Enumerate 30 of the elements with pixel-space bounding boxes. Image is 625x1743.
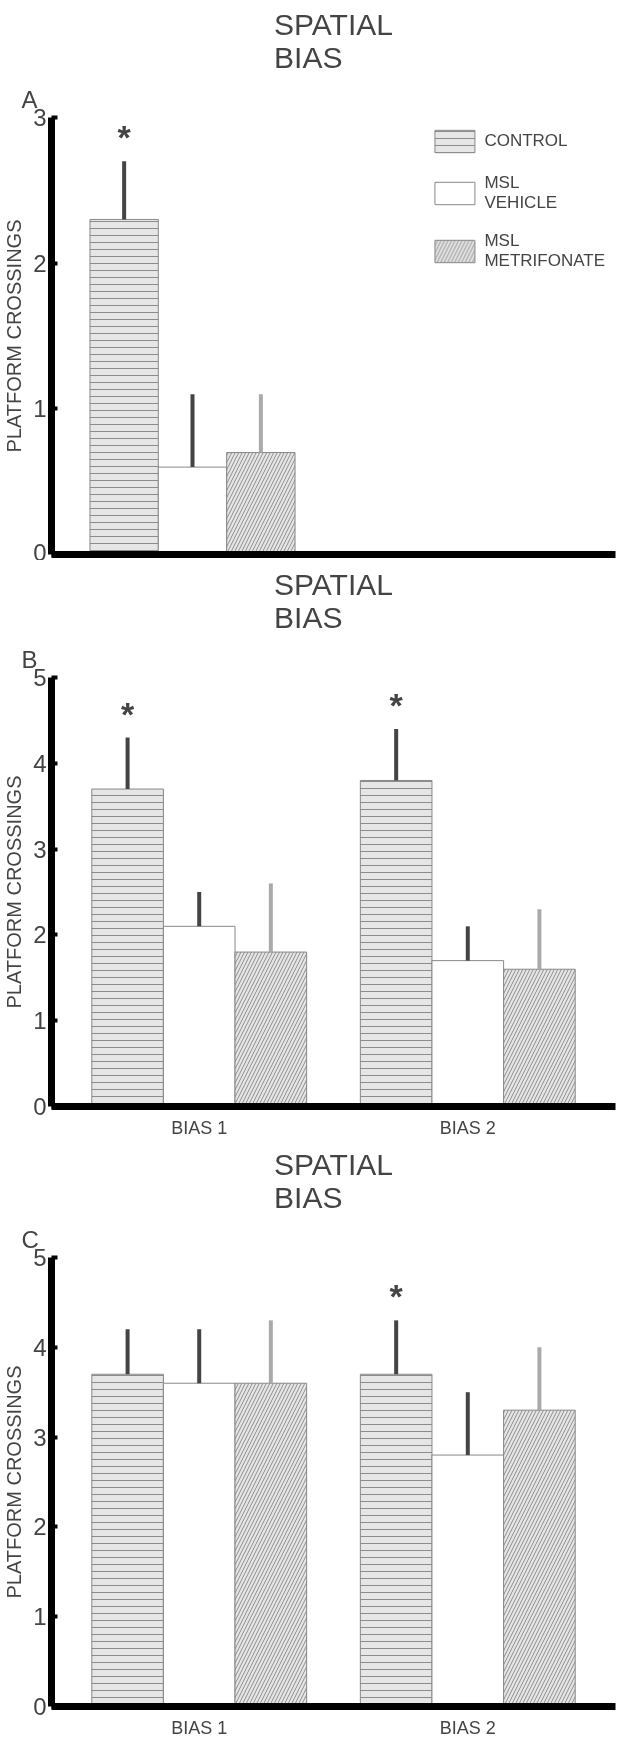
y-tick-label: 1 <box>33 1007 47 1035</box>
chart-title: SPATIAL BIAS <box>274 567 393 634</box>
y-axis-title: PLATFORM CROSSINGS <box>3 219 26 453</box>
chart-title: SPATIAL BIAS <box>274 1147 393 1214</box>
data-label: * <box>389 1277 404 1316</box>
y-tick-label: 1 <box>33 1603 47 1631</box>
y-tick-label: 4 <box>33 1333 47 1361</box>
chart-title: SPATIAL BIAS <box>274 7 393 74</box>
y-axis-title: PLATFORM CROSSINGS <box>3 1365 26 1599</box>
x-tick-label: BIAS 2 <box>439 1117 496 1138</box>
y-tick-label: 1 <box>33 395 47 423</box>
legend-label: MSL VEHICLE <box>484 173 558 213</box>
legend-label: MSL METRIFONATE <box>484 231 605 271</box>
y-tick-label: 2 <box>33 1513 47 1541</box>
x-tick-label: BIAS 1 <box>171 1717 228 1738</box>
y-tick-label: 3 <box>33 1423 47 1451</box>
y-tick-label: 2 <box>33 921 47 949</box>
legend-label: CONTROL <box>484 131 568 151</box>
y-tick-label: 0 <box>33 538 47 566</box>
y-tick-label: 4 <box>33 749 47 777</box>
data-label: * <box>117 118 132 157</box>
x-tick-label: BIAS 1 <box>171 1117 228 1138</box>
x-tick-label: BIAS 2 <box>439 1717 496 1738</box>
y-tick-label: 3 <box>33 835 47 863</box>
y-tick-label: 2 <box>33 249 47 277</box>
data-label: * <box>389 685 404 724</box>
data-label: * <box>120 694 135 733</box>
y-tick-label: 0 <box>33 1093 47 1120</box>
y-tick-label: 0 <box>33 1693 47 1720</box>
y-axis-title: PLATFORM CROSSINGS <box>3 775 26 1009</box>
